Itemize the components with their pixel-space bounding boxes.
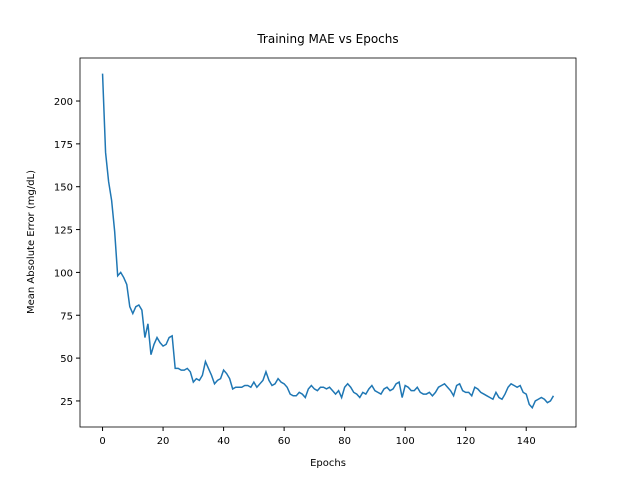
y-tick-label: 175 xyxy=(54,140,73,151)
y-tick-label: 125 xyxy=(54,226,73,237)
plot-frame xyxy=(79,57,577,428)
y-tick-label: 200 xyxy=(54,97,73,108)
y-tick-label: 75 xyxy=(60,311,73,322)
y-tick-label: 50 xyxy=(60,354,73,365)
x-tick-label: 140 xyxy=(517,436,536,447)
y-tick-label: 25 xyxy=(60,397,73,408)
x-tick-label: 20 xyxy=(157,436,170,447)
x-tick-label: 40 xyxy=(217,436,230,447)
x-tick-label: 0 xyxy=(99,436,105,447)
chart-title: Training MAE vs Epochs xyxy=(256,32,398,46)
data-line xyxy=(101,73,555,410)
x-tick-label: 80 xyxy=(338,436,351,447)
x-tick-label: 60 xyxy=(278,436,291,447)
y-tick-label: 100 xyxy=(54,268,73,279)
x-axis-label: Epochs xyxy=(310,458,346,469)
x-tick-label: 120 xyxy=(456,436,475,447)
y-axis-label: Mean Absolute Error (mg/dL) xyxy=(26,170,37,314)
y-tick-label: 150 xyxy=(54,183,73,194)
x-tick-label: 100 xyxy=(396,436,415,447)
